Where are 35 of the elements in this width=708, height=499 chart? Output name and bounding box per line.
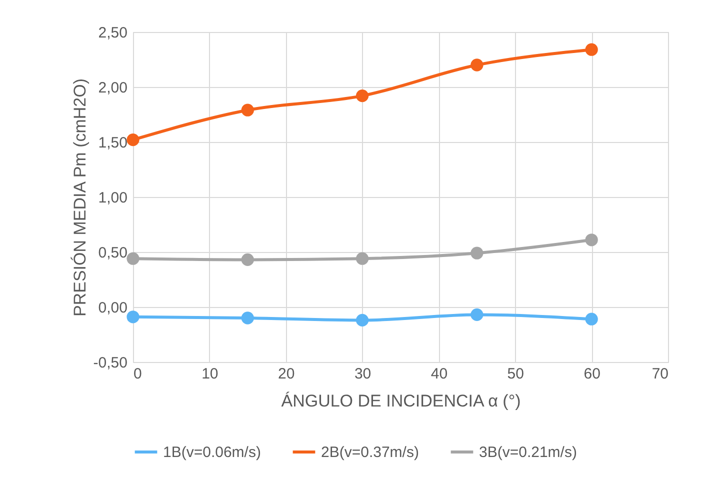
x-tick-label: 70 (652, 366, 668, 382)
point (126, 133, 140, 146)
x-tick-label: 60 (584, 366, 600, 382)
x-tick-label: 20 (278, 366, 295, 382)
point (356, 89, 369, 102)
x-axis-title: ÁNGULO DE INCIDENCIA α (°) (281, 392, 521, 410)
y-tick-label: 1,50 (98, 134, 128, 152)
y-tick-label: 1,00 (98, 190, 128, 206)
x-tick-label: 40 (430, 366, 448, 382)
y-tick-label: 0,00 (98, 300, 128, 316)
point (126, 310, 140, 324)
x-tick-label: 50 (507, 366, 524, 382)
point (470, 308, 484, 322)
y-tick-label: 2,00 (98, 80, 128, 96)
point (356, 314, 369, 327)
legend-label: 1B(v=0.06m/s) (163, 444, 261, 461)
point (241, 104, 254, 116)
y-tick-label: -0,50 (93, 354, 128, 372)
y-tick-label: 2,50 (98, 24, 128, 42)
x-tick-label: 10 (202, 366, 218, 382)
x-tick-label: 0 (134, 366, 142, 382)
point (585, 312, 598, 326)
point (585, 234, 598, 246)
y-tick-label: 0,50 (98, 244, 128, 262)
point (585, 43, 598, 56)
legend-label: 2B(v=0.37m/s) (321, 444, 419, 461)
point (470, 246, 484, 260)
y-axis-title: PRESIÓN MEDIA Pm (cmH2O) (70, 78, 90, 317)
point (470, 58, 484, 72)
point (241, 253, 254, 266)
point (126, 252, 140, 265)
legend-label: 3B(v=0.21m/s) (479, 444, 577, 461)
x-tick-label: 30 (354, 366, 372, 382)
point (241, 312, 254, 324)
point (356, 252, 369, 265)
